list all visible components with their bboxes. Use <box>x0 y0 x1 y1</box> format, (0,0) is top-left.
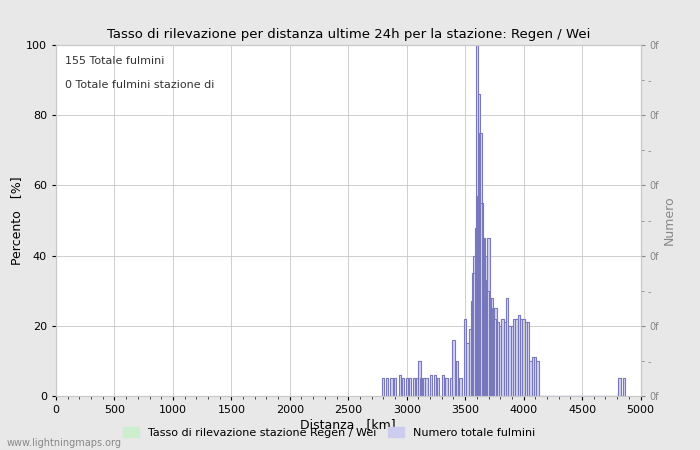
Title: Tasso di rilevazione per distanza ultime 24h per la stazione: Regen / Wei: Tasso di rilevazione per distanza ultime… <box>106 28 590 41</box>
Y-axis label: Numero: Numero <box>663 196 676 245</box>
X-axis label: Distanza   [km]: Distanza [km] <box>300 418 396 431</box>
Text: 0 Totale fulmini stazione di: 0 Totale fulmini stazione di <box>65 80 214 90</box>
Text: www.lightningmaps.org: www.lightningmaps.org <box>7 438 122 448</box>
Y-axis label: Percento   [%]: Percento [%] <box>10 176 23 265</box>
Text: 155 Totale fulmini: 155 Totale fulmini <box>65 55 164 66</box>
Legend: Tasso di rilevazione stazione Regen / Wei, Numero totale fulmini: Tasso di rilevazione stazione Regen / We… <box>118 423 540 442</box>
